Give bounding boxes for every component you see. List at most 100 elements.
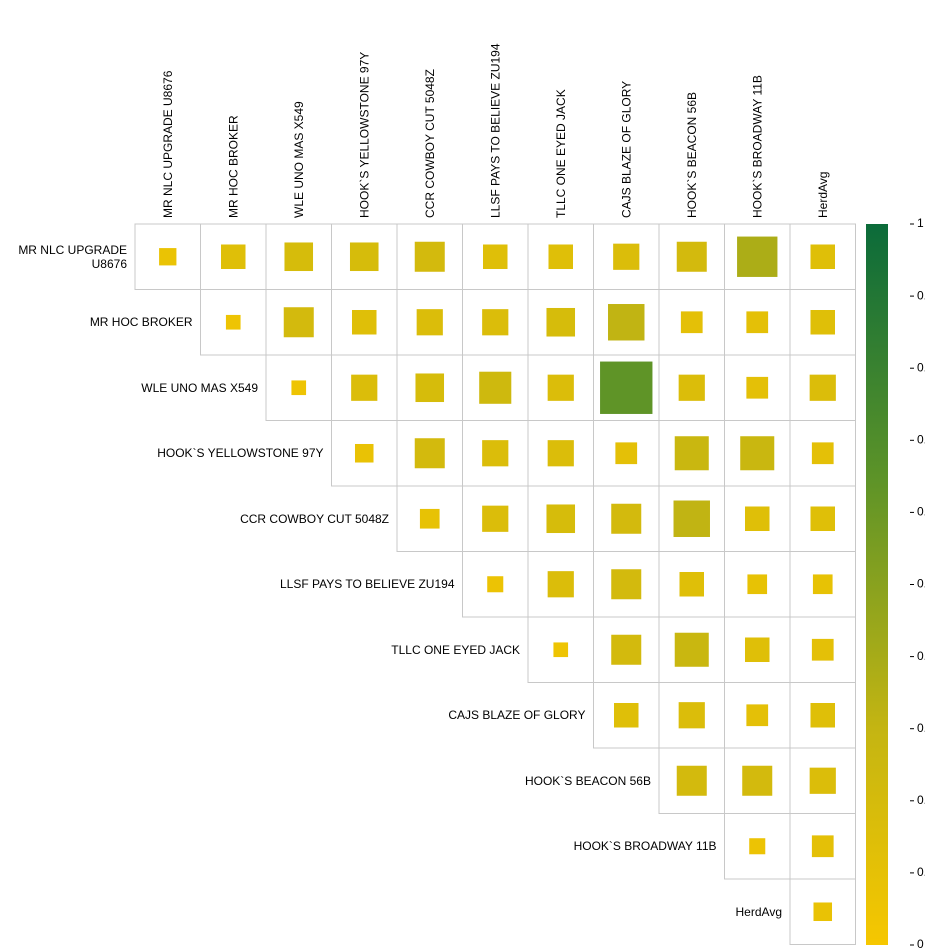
row-label-box: CCR COWBOY CUT 5048Z <box>240 511 389 526</box>
square <box>419 508 440 529</box>
square <box>482 440 509 467</box>
colorbar-label: 0.9 <box>917 288 925 302</box>
square <box>414 438 445 469</box>
row-label-box: MR NLC UPGRADE U8676 <box>18 242 127 271</box>
square <box>482 505 509 532</box>
square <box>676 241 707 272</box>
column-label: TLLC ONE EYED JACK <box>554 89 568 218</box>
square <box>674 632 709 667</box>
square <box>546 504 576 534</box>
square <box>283 307 314 338</box>
row-label-box: WLE UNO MAS X549 <box>141 380 258 395</box>
row-label-box: HOOK`S BROADWAY 11B <box>573 839 717 854</box>
square <box>414 241 445 272</box>
square <box>811 835 834 858</box>
colorbar-label: 0.6 <box>917 505 925 519</box>
column-label: WLE UNO MAS X549 <box>292 101 306 218</box>
column-label: CAJS BLAZE OF GLORY <box>619 81 633 218</box>
square <box>600 361 653 414</box>
square <box>812 574 833 595</box>
square <box>553 642 569 658</box>
square <box>547 374 574 401</box>
square <box>740 436 775 471</box>
square <box>746 376 769 399</box>
square <box>415 373 445 403</box>
square <box>678 702 705 729</box>
row-label: HOOK`S YELLOWSTONE 97Y <box>157 446 324 461</box>
square <box>349 242 379 272</box>
column-label: HOOK`S BEACON 56B <box>685 92 699 218</box>
square <box>679 571 705 597</box>
row-label-box: TLLC ONE EYED JACK <box>391 642 520 657</box>
square <box>547 440 574 467</box>
square <box>749 838 766 855</box>
square <box>351 309 377 335</box>
colorbar-label: 0.2 <box>917 793 925 807</box>
square <box>809 374 836 401</box>
colorbar-label: 0.5 <box>917 577 925 591</box>
square <box>354 443 374 463</box>
square <box>548 244 574 270</box>
row-label: HOOK`S BEACON 56B <box>524 773 651 788</box>
square <box>220 244 246 270</box>
square <box>674 436 709 471</box>
cell <box>789 878 856 945</box>
square <box>615 442 638 465</box>
square <box>747 574 768 595</box>
square <box>351 374 378 401</box>
column-label: HOOK`S BROADWAY 11B <box>750 75 764 218</box>
square <box>284 242 314 272</box>
square <box>809 767 836 794</box>
row-label-box: HOOK`S BEACON 56B <box>524 773 651 788</box>
column-label: MR HOC BROKER <box>226 115 240 218</box>
square <box>811 442 834 465</box>
square <box>611 569 642 600</box>
square <box>546 307 576 337</box>
square <box>608 304 645 341</box>
square <box>680 311 703 334</box>
square <box>810 506 836 532</box>
row-label: CCR COWBOY CUT 5048Z <box>240 511 389 526</box>
square <box>416 309 443 336</box>
square <box>479 371 512 404</box>
row-label: MR HOC BROKER <box>89 315 193 330</box>
row-label: HerdAvg <box>735 904 782 919</box>
square <box>611 634 642 665</box>
colorbar <box>866 224 888 945</box>
square <box>676 765 707 796</box>
column-label: CCR COWBOY CUT 5048Z <box>423 69 437 218</box>
row-label-box: HOOK`S YELLOWSTONE 97Y <box>157 446 324 461</box>
colorbar-label: 0 <box>917 937 924 949</box>
square <box>810 702 836 728</box>
row-label: TLLC ONE EYED JACK <box>391 642 520 657</box>
square <box>482 309 509 336</box>
colorbar-label: 0.8 <box>917 360 925 374</box>
square <box>737 236 778 277</box>
square <box>746 311 769 334</box>
colorbar-label: 0.4 <box>917 649 925 663</box>
row-label-box: LLSF PAYS TO BELIEVE ZU194 <box>280 577 455 591</box>
square <box>673 500 710 537</box>
column-label: MR NLC UPGRADE U8676 <box>161 70 175 218</box>
row-label: MR NLC UPGRADE U8676 <box>18 242 127 271</box>
square <box>613 243 640 270</box>
square <box>159 248 177 266</box>
row-label-box: HerdAvg <box>735 904 782 919</box>
colorbar-label: 0.7 <box>917 432 925 446</box>
colorbar-label: 0.1 <box>917 865 925 879</box>
row-label-box: CAJS BLAZE OF GLORY <box>448 708 585 722</box>
colorbar-label: 1 <box>917 216 924 230</box>
column-label: HOOK`S YELLOWSTONE 97Y <box>357 52 371 218</box>
square <box>744 506 770 532</box>
square <box>547 571 574 598</box>
square <box>487 576 504 593</box>
row-label: HOOK`S BROADWAY 11B <box>573 839 717 854</box>
row-label: WLE UNO MAS X549 <box>141 380 258 395</box>
square <box>813 902 833 922</box>
square <box>482 244 508 270</box>
square <box>810 244 836 270</box>
square <box>678 374 705 401</box>
square <box>746 704 769 727</box>
square <box>810 309 836 335</box>
